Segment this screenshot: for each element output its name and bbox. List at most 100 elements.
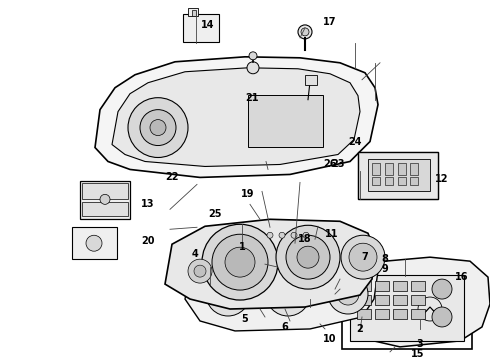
- Text: 3: 3: [416, 339, 423, 349]
- Bar: [385, 163, 393, 175]
- Text: 20: 20: [141, 236, 155, 246]
- Circle shape: [432, 279, 452, 299]
- Bar: [82, 202, 128, 216]
- Bar: [372, 177, 380, 185]
- Circle shape: [289, 243, 301, 255]
- Polygon shape: [352, 257, 490, 347]
- Text: 7: 7: [362, 252, 368, 262]
- Bar: [342, 267, 472, 349]
- Text: 18: 18: [298, 234, 312, 244]
- Polygon shape: [185, 241, 378, 331]
- Bar: [410, 163, 418, 175]
- Circle shape: [150, 120, 166, 136]
- Circle shape: [188, 259, 212, 283]
- Bar: [357, 281, 371, 291]
- Circle shape: [337, 283, 359, 305]
- Text: 4: 4: [192, 249, 198, 259]
- Bar: [358, 152, 438, 199]
- Text: 24: 24: [348, 136, 362, 147]
- Bar: [372, 163, 380, 175]
- Text: 15: 15: [411, 349, 425, 359]
- Bar: [411, 281, 425, 291]
- Circle shape: [100, 194, 110, 204]
- Circle shape: [206, 272, 250, 316]
- Circle shape: [328, 274, 368, 314]
- Circle shape: [249, 52, 257, 60]
- Circle shape: [286, 235, 330, 279]
- Text: 21: 21: [245, 93, 259, 103]
- Circle shape: [194, 265, 206, 277]
- Bar: [305, 75, 317, 85]
- Circle shape: [349, 243, 377, 271]
- Bar: [375, 281, 389, 291]
- Circle shape: [298, 25, 312, 39]
- Bar: [385, 177, 393, 185]
- Bar: [411, 309, 425, 319]
- Bar: [82, 183, 128, 199]
- Circle shape: [247, 62, 259, 74]
- Text: 6: 6: [282, 322, 289, 332]
- Text: 8: 8: [382, 254, 389, 264]
- Bar: [192, 10, 196, 16]
- Text: 5: 5: [242, 314, 248, 324]
- Bar: [411, 295, 425, 305]
- Bar: [72, 227, 117, 259]
- Bar: [393, 309, 407, 319]
- Text: 11: 11: [325, 229, 339, 239]
- Bar: [398, 177, 406, 185]
- Circle shape: [140, 110, 176, 145]
- Bar: [375, 295, 389, 305]
- Bar: [80, 181, 130, 219]
- Text: 1: 1: [239, 242, 245, 252]
- Polygon shape: [95, 57, 378, 177]
- Circle shape: [225, 247, 255, 277]
- Text: 10: 10: [323, 334, 337, 344]
- Circle shape: [267, 232, 273, 238]
- Circle shape: [301, 28, 309, 36]
- Bar: [357, 295, 371, 305]
- Bar: [398, 163, 406, 175]
- Text: 13: 13: [141, 199, 155, 210]
- Circle shape: [276, 282, 300, 306]
- Text: 25: 25: [208, 209, 222, 219]
- Text: 26: 26: [323, 159, 337, 170]
- Circle shape: [418, 297, 442, 321]
- Bar: [410, 177, 418, 185]
- Bar: [375, 309, 389, 319]
- Circle shape: [202, 224, 278, 300]
- Text: 2: 2: [357, 324, 364, 334]
- Text: 22: 22: [165, 172, 179, 183]
- Text: 16: 16: [455, 272, 469, 282]
- Circle shape: [279, 232, 285, 238]
- Bar: [350, 275, 464, 341]
- Circle shape: [432, 307, 452, 327]
- Circle shape: [291, 232, 297, 238]
- Polygon shape: [165, 219, 375, 309]
- Circle shape: [277, 240, 287, 250]
- Bar: [248, 95, 323, 147]
- Text: 14: 14: [201, 20, 215, 30]
- Circle shape: [303, 232, 309, 238]
- Text: 12: 12: [435, 175, 449, 184]
- Bar: [368, 159, 430, 192]
- Bar: [393, 295, 407, 305]
- Circle shape: [276, 225, 340, 289]
- Text: 19: 19: [241, 189, 255, 199]
- Circle shape: [216, 282, 240, 306]
- Circle shape: [341, 235, 385, 279]
- Bar: [393, 281, 407, 291]
- Circle shape: [86, 235, 102, 251]
- Circle shape: [297, 246, 319, 268]
- Circle shape: [292, 246, 298, 252]
- Text: 23: 23: [331, 159, 345, 170]
- Bar: [357, 309, 371, 319]
- Bar: [183, 14, 219, 42]
- Text: 9: 9: [382, 264, 389, 274]
- Circle shape: [266, 272, 310, 316]
- Bar: [188, 8, 198, 16]
- Polygon shape: [112, 68, 360, 166]
- Text: 17: 17: [323, 17, 337, 27]
- Circle shape: [128, 98, 188, 157]
- Circle shape: [212, 234, 268, 290]
- Polygon shape: [358, 152, 438, 199]
